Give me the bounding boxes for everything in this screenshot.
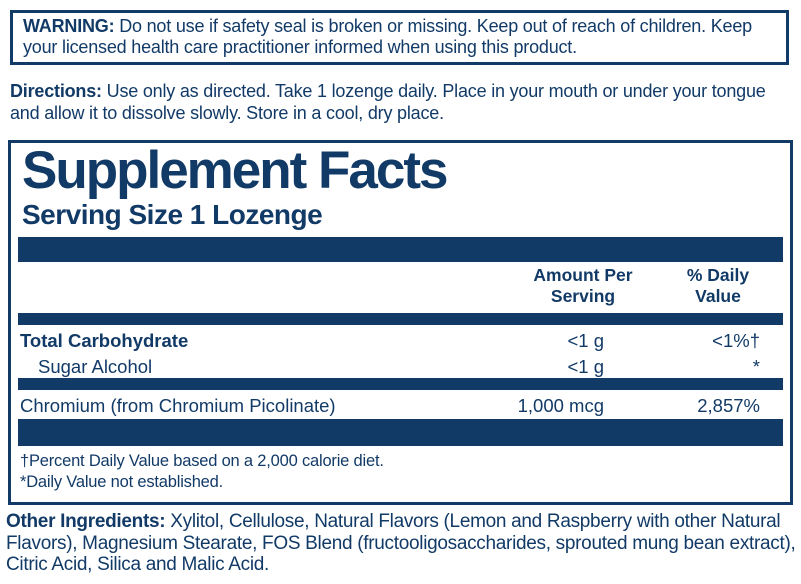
warning-box: WARNING: Do not use if safety seal is br…	[10, 10, 789, 65]
other-ingredients-text: Xylitol, Cellulose, Natural Flavors (Lem…	[6, 511, 796, 575]
table-row-chromium: Chromium (from Chromium Picolinate) 1,00…	[11, 395, 790, 417]
other-ingredients-label: Other Ingredients:	[6, 511, 166, 532]
directions-label: Directions:	[10, 81, 102, 101]
nutrient-daily-value: 2,857%	[697, 395, 760, 416]
warning-text: Do not use if safety seal is broken or m…	[23, 16, 752, 57]
supplement-facts-title: Supplement Facts	[22, 141, 448, 200]
footnote-daily-value-basis: †Percent Daily Value based on a 2,000 ca…	[20, 452, 384, 470]
supplement-facts-panel: Supplement Facts Serving Size 1 Lozenge …	[8, 140, 793, 505]
nutrient-name: Total Carbohydrate	[20, 330, 189, 351]
table-row-total-carbohydrate: Total Carbohydrate <1 g <1%†	[11, 330, 790, 352]
nutrient-amount: <1 g	[567, 330, 604, 351]
nutrient-daily-value: *	[752, 356, 760, 377]
thick-separator-bar	[18, 378, 783, 390]
thick-separator-bar	[18, 237, 783, 262]
nutrient-name: Chromium (from Chromium Picolinate)	[20, 395, 336, 416]
warning-label: WARNING:	[23, 16, 115, 36]
table-row-sugar-alcohol: Sugar Alcohol <1 g *	[11, 356, 790, 378]
thick-separator-bar	[18, 313, 783, 325]
column-header-amount-per-serving: Amount Per Serving	[533, 265, 633, 306]
nutrient-daily-value: <1%†	[712, 330, 760, 351]
footnote-dv-not-established: *Daily Value not established.	[20, 473, 224, 491]
nutrient-amount: 1,000 mcg	[517, 395, 604, 416]
thick-separator-bar	[18, 419, 783, 446]
serving-size: Serving Size 1 Lozenge	[22, 199, 323, 230]
other-ingredients-paragraph: Other Ingredients: Xylitol, Cellulose, N…	[6, 511, 798, 576]
directions-text: Use only as directed. Take 1 lozenge dai…	[10, 81, 766, 123]
directions-paragraph: Directions: Use only as directed. Take 1…	[10, 80, 796, 124]
column-header-daily-value: % Daily Value	[686, 265, 750, 306]
nutrient-name: Sugar Alcohol	[38, 356, 153, 377]
nutrient-amount: <1 g	[567, 356, 604, 377]
